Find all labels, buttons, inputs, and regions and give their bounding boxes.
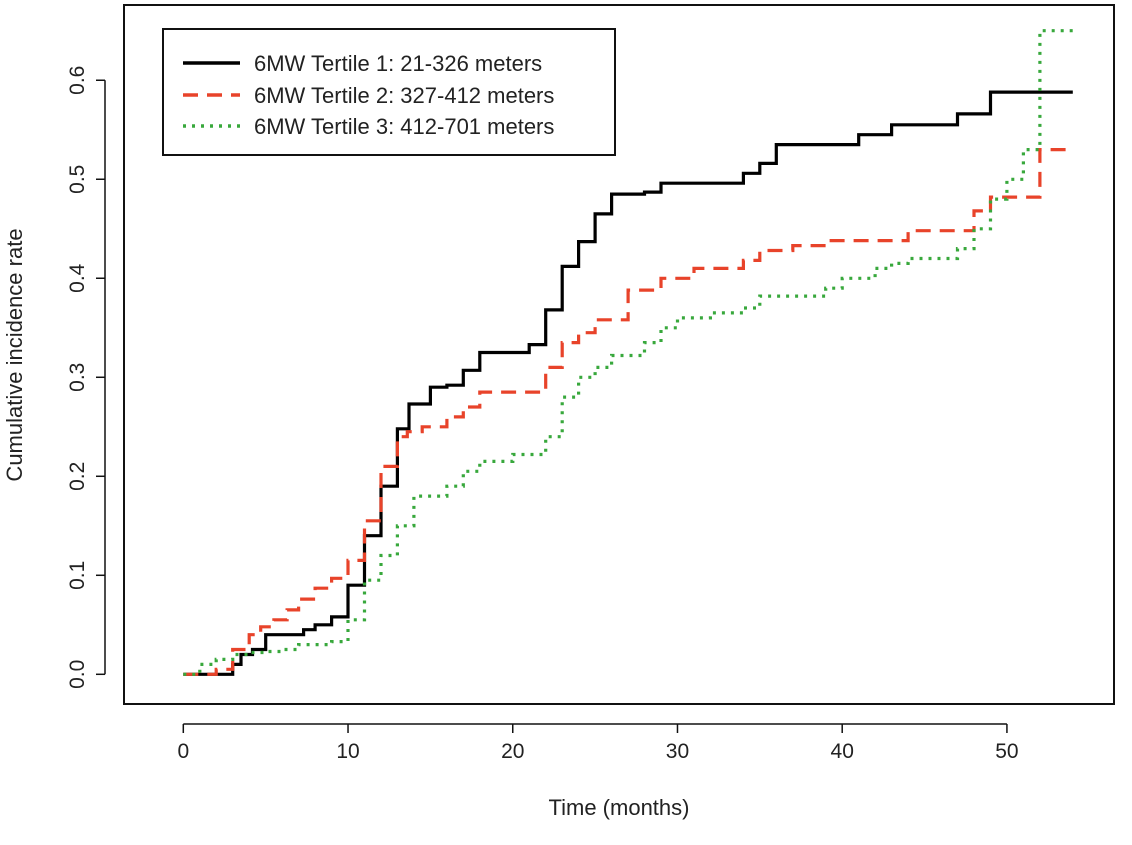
legend-label-tertile-1: 6MW Tertile 1: 21-326 meters [254,51,542,76]
legend-item-tertile-1: 6MW Tertile 1: 21-326 meters [183,51,542,76]
legend-box [162,28,616,156]
x-tick-label: 40 [831,740,854,763]
legend-item-tertile-3: 6MW Tertile 3: 412-701 meters [183,114,554,139]
x-tick-label: 0 [177,740,189,763]
series-line-tertile-1 [183,90,1073,676]
series-layer [183,29,1073,676]
y-tick-label: 0.2 [66,462,89,491]
series-line-tertile-2 [183,148,1073,676]
y-tick-label: 0.5 [66,165,89,194]
y-tick-label: 0.3 [66,363,89,392]
legend-item-tertile-2: 6MW Tertile 2: 327-412 meters [183,83,554,108]
y-tick-label: 0.0 [66,660,89,689]
y-axis-label: Cumulative incidence rate [2,228,27,481]
legend: 6MW Tertile 1: 21-326 meters 6MW Tertile… [162,28,616,156]
legend-label-tertile-3: 6MW Tertile 3: 412-701 meters [254,114,554,139]
y-tick-label: 0.1 [66,561,89,590]
plot-frame [123,4,1115,705]
x-tick-label: 20 [501,740,524,763]
y-tick-label: 0.6 [66,66,89,95]
x-tick-label: 50 [995,740,1018,763]
x-tick-label: 10 [336,740,359,763]
x-axis-label: Time (months) [549,795,690,820]
x-tick-label: 30 [666,740,689,763]
axes-layer: 0 10 20 30 40 50 0.0 0.1 0.2 0.3 0.4 0.5 0.6 [66,66,1019,763]
y-tick-label: 0.4 [66,263,89,293]
legend-label-tertile-2: 6MW Tertile 2: 327-412 meters [254,83,554,108]
